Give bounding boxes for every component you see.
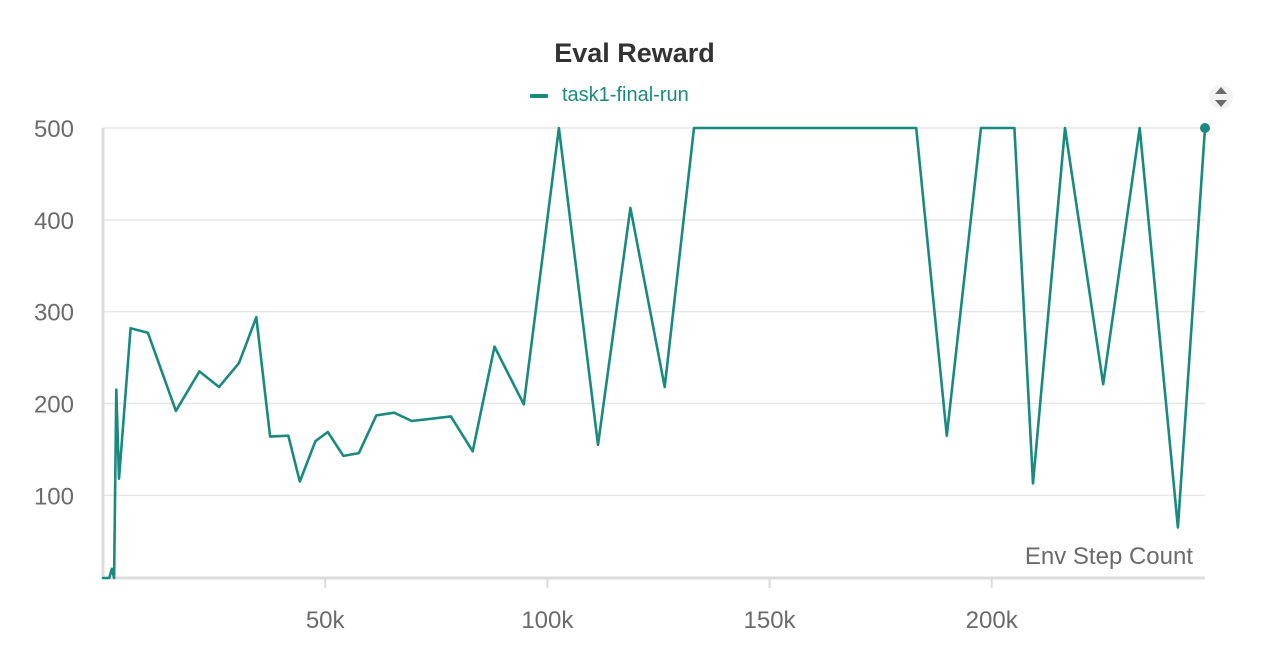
x-tick-labels: 50k 100k 150k 200k xyxy=(306,607,1019,634)
series-endpoint xyxy=(1200,123,1210,133)
legend-scroll-icon[interactable] xyxy=(1208,82,1234,112)
y-tick-labels: 100 200 300 400 500 xyxy=(34,116,74,510)
series-line xyxy=(101,126,1207,580)
y-tick-label: 100 xyxy=(34,483,74,510)
legend-swatch xyxy=(530,93,548,98)
chart-title: Eval Reward xyxy=(554,38,715,68)
legend-label: task1-final-run xyxy=(562,84,689,106)
series-group xyxy=(101,123,1210,580)
y-tick-label: 500 xyxy=(34,116,74,143)
y-tick-label: 300 xyxy=(34,300,74,327)
axes xyxy=(101,128,1205,588)
y-tick-label: 200 xyxy=(34,392,74,419)
y-tick-label: 400 xyxy=(34,208,74,235)
grid-lines xyxy=(103,127,1205,497)
x-tick-label: 100k xyxy=(521,607,574,634)
x-axis-label: Env Step Count xyxy=(1024,543,1193,570)
legend[interactable]: task1-final-run xyxy=(530,84,689,107)
x-tick-label: 150k xyxy=(744,607,797,634)
x-tick-label: 200k xyxy=(966,607,1019,634)
x-tick-label: 50k xyxy=(306,607,346,634)
